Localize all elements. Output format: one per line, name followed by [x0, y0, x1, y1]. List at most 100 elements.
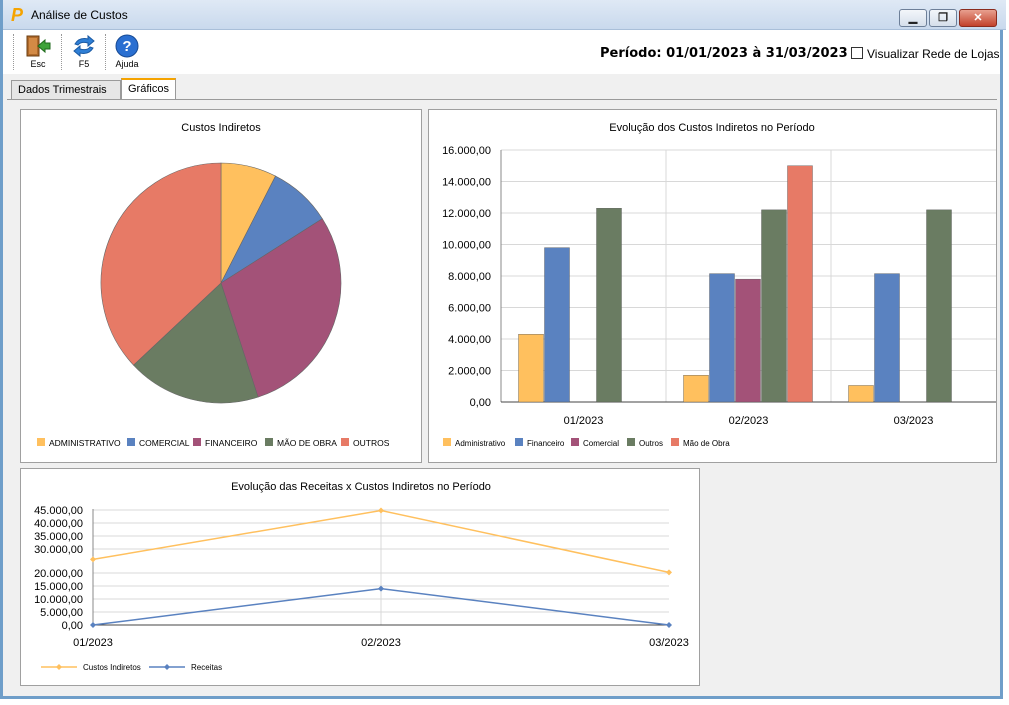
bar — [544, 247, 570, 403]
line-chart-panel: Evolução das Receitas x Custos Indiretos… — [20, 468, 700, 686]
close-button[interactable]: ✕ — [959, 9, 997, 27]
toolbar-separator — [13, 34, 15, 70]
tab-strip: Dados Trimestrais Gráficos — [3, 78, 1000, 100]
legend-label: Outros — [639, 439, 663, 448]
x-tick-label: 02/2023 — [729, 415, 769, 427]
legend-swatch — [515, 438, 523, 446]
legend-label: ADMINISTRATIVO — [49, 438, 121, 448]
data-point — [666, 569, 672, 576]
rede-lojas-label[interactable]: Visualizar Rede de Lojas — [867, 47, 1000, 61]
legend-swatch — [627, 438, 635, 446]
y-tick-label: 2.000,00 — [448, 366, 491, 378]
bar — [926, 209, 952, 403]
f5-label: F5 — [78, 59, 90, 69]
bar — [735, 278, 761, 403]
x-tick-label: 01/2023 — [564, 415, 604, 427]
legend-swatch — [265, 438, 273, 446]
y-tick-label: 10.000,00 — [34, 594, 83, 606]
legend-swatch — [671, 438, 679, 446]
data-point — [378, 507, 384, 514]
y-tick-label: 45.000,00 — [34, 505, 83, 517]
y-tick-label: 6.000,00 — [448, 303, 491, 315]
bar — [874, 273, 900, 403]
legend-swatch — [341, 438, 349, 446]
y-tick-label: 0,00 — [470, 397, 491, 409]
tab-dados-trimestrais[interactable]: Dados Trimestrais — [11, 80, 121, 99]
legend-swatch — [127, 438, 135, 446]
legend-label: Custos Indiretos — [83, 663, 141, 672]
y-tick-label: 10.000,00 — [442, 240, 491, 252]
x-tick-label: 03/2023 — [894, 415, 934, 427]
legend-swatch — [443, 438, 451, 446]
y-tick-label: 14.000,00 — [442, 177, 491, 189]
help-label: Ajuda — [115, 59, 139, 69]
tab-graficos[interactable]: Gráficos — [121, 78, 176, 100]
toolbar-separator — [105, 34, 107, 70]
y-tick-label: 30.000,00 — [34, 544, 83, 556]
app-logo-icon: P — [11, 5, 24, 25]
bar — [848, 385, 874, 403]
data-point — [90, 556, 96, 563]
charts-area: Custos Indiretos ADMINISTRATIVO COMERCIAL F… — [3, 100, 1000, 696]
exit-door-icon — [26, 35, 51, 57]
help-button[interactable]: ? Ajuda — [104, 32, 150, 72]
minimize-button[interactable]: ▁ — [899, 9, 927, 27]
pie-slice — [220, 218, 342, 398]
close-icon: ✕ — [973, 12, 983, 24]
y-tick-label: 35.000,00 — [34, 531, 83, 543]
legend-label: Financeiro — [527, 439, 565, 448]
bar-chart: Evolução dos Custos Indiretos no Período… — [442, 122, 996, 448]
x-tick-label: 03/2023 — [649, 637, 689, 649]
maximize-button[interactable]: ❐ — [929, 9, 957, 27]
legend-label: Comercial — [583, 439, 619, 448]
svg-text:?: ? — [122, 38, 131, 55]
refresh-icon — [73, 34, 95, 58]
bar — [518, 334, 544, 403]
line-chart: Evolução das Receitas x Custos Indiretos… — [34, 481, 689, 672]
y-tick-label: 20.000,00 — [34, 568, 83, 580]
minimize-icon: ▁ — [908, 12, 918, 24]
y-tick-label: 15.000,00 — [34, 581, 83, 593]
bar-chart-panel: Evolução dos Custos Indiretos no Período… — [428, 109, 997, 463]
pie-chart-panel: Custos Indiretos ADMINISTRATIVO COMERCIAL F… — [20, 109, 422, 463]
pie-slice — [100, 162, 222, 366]
legend-marker — [56, 664, 62, 670]
legend-marker — [164, 664, 170, 670]
help-icon: ? — [115, 34, 139, 58]
data-point — [90, 622, 96, 628]
legend-label: COMERCIAL — [139, 438, 190, 448]
bar-chart-title: Evolução dos Custos Indiretos no Período — [609, 122, 814, 134]
title-bar[interactable]: P Análise de Custos ▁ ❐ ✕ — [3, 0, 1006, 30]
legend-label: Receitas — [191, 663, 222, 672]
pie-chart: Custos Indiretos ADMINISTRATIVO COMERCIAL F… — [37, 122, 390, 448]
rede-lojas-checkbox[interactable] — [851, 47, 863, 59]
y-tick-label: 40.000,00 — [34, 518, 83, 530]
legend-label: FINANCEIRO — [205, 438, 258, 448]
legend-label: OUTROS — [353, 438, 390, 448]
bar — [683, 375, 709, 403]
legend-swatch — [193, 438, 201, 446]
esc-button[interactable]: Esc — [15, 32, 61, 72]
bar — [596, 208, 622, 403]
legend-label: MÃO DE OBRA — [277, 438, 337, 448]
window-title: Análise de Custos — [31, 8, 128, 22]
legend-swatch — [571, 438, 579, 446]
y-tick-label: 4.000,00 — [448, 334, 491, 346]
y-tick-label: 12.000,00 — [442, 208, 491, 220]
toolbar: Esc F5 ? Ajuda Período: 01/01/2023 à 31/… — [3, 30, 1000, 74]
pie-slice — [133, 282, 259, 404]
data-point — [378, 585, 384, 592]
x-tick-label: 01/2023 — [73, 637, 113, 649]
pie-chart-title: Custos Indiretos — [181, 122, 261, 134]
x-tick-label: 02/2023 — [361, 637, 401, 649]
bar — [787, 165, 813, 403]
bar — [761, 209, 787, 403]
maximize-icon: ❐ — [938, 12, 948, 24]
esc-label: Esc — [30, 59, 46, 69]
legend-swatch — [37, 438, 45, 446]
y-tick-label: 8.000,00 — [448, 271, 491, 283]
refresh-button[interactable]: F5 — [61, 32, 107, 72]
y-tick-label: 0,00 — [62, 620, 83, 632]
bar — [709, 273, 735, 403]
